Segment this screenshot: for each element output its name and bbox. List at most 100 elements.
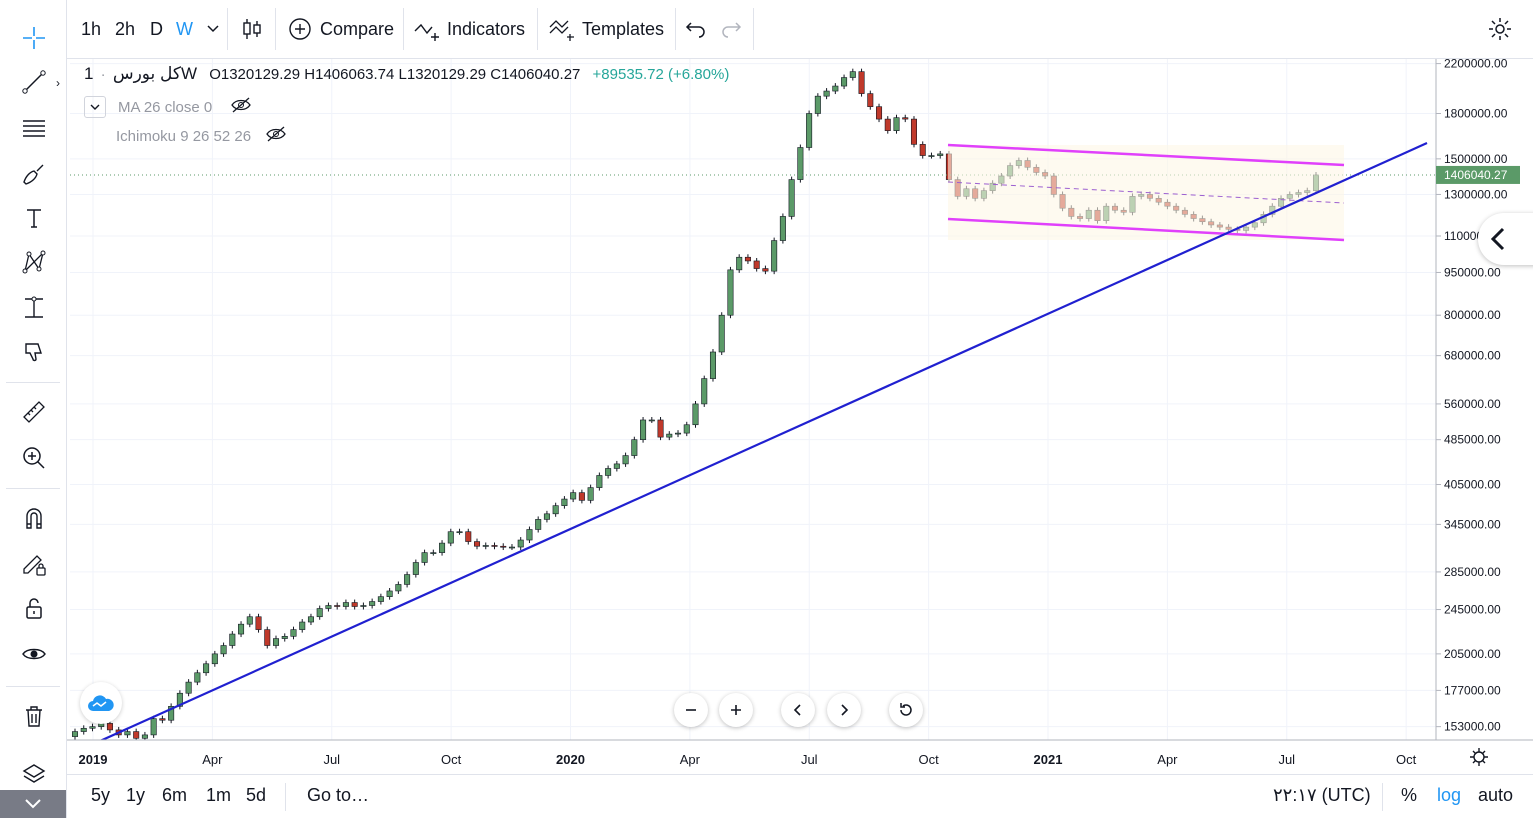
time-label: Oct: [1396, 752, 1417, 767]
candle-body: [203, 663, 210, 674]
indicator-ichimoku-label[interactable]: Ichimoku 9 26 52 26: [116, 127, 252, 145]
interval-d[interactable]: D: [150, 18, 163, 39]
candle-body: [832, 85, 839, 92]
measure-range-icon[interactable]: [12, 290, 56, 326]
brush-icon[interactable]: [12, 156, 56, 192]
candle-body: [701, 378, 708, 405]
candle-body: [902, 117, 909, 120]
right-panel-toggle[interactable]: [1478, 213, 1533, 265]
candle-body: [753, 260, 760, 269]
bottom-toolbar: 5y 1y 6m 1m 5d Go to… ۲۲:۱۷ (UTC) % log …: [67, 774, 1533, 819]
channel-upper-line: [947, 143, 1345, 167]
candle-body: [465, 531, 472, 542]
range-1y[interactable]: 1y: [126, 785, 146, 805]
candle-body: [211, 653, 218, 665]
indicator-row-ichimoku: Ichimoku 9 26 52 26: [116, 126, 287, 146]
zoom-out-button[interactable]: [674, 693, 708, 727]
candle-body: [447, 531, 454, 544]
last-price-badge: [1436, 165, 1520, 184]
text-icon[interactable]: [12, 200, 56, 236]
interval-w[interactable]: W: [176, 18, 193, 39]
price-label: 485000.00: [1444, 433, 1501, 447]
log-scale-button[interactable]: log: [1437, 785, 1462, 805]
trash-icon[interactable]: [12, 698, 56, 734]
eye-hidden-icon[interactable]: [265, 126, 287, 146]
candle-body: [412, 562, 419, 575]
range-5y[interactable]: 5y: [91, 785, 111, 805]
candle-body: [89, 726, 96, 729]
price-label: 1500000.00: [1444, 152, 1508, 166]
candle-body: [744, 256, 751, 262]
magnet-icon[interactable]: [12, 500, 56, 536]
scroll-right-button[interactable]: [827, 693, 861, 727]
trend-line-icon[interactable]: [12, 64, 56, 100]
interval-dropdown-button[interactable]: [207, 8, 219, 50]
undo-icon: [685, 22, 705, 38]
goto-button[interactable]: Go to…: [307, 785, 370, 805]
change-value: +89535.72 (+6.80%): [592, 66, 730, 83]
cloud-icon: [88, 695, 114, 711]
time-axis: 2019 Apr Jul Oct 2020 Apr Jul Oct 2021 Apr Jul Oct: [67, 739, 1533, 774]
plus-icon: [731, 705, 741, 715]
last-price-label: 1406040.27: [1444, 168, 1508, 182]
compare-button[interactable]: Compare: [288, 8, 394, 50]
candle-body: [124, 731, 131, 736]
drawings-layer: [99, 141, 1428, 743]
chevron-left-icon: [1490, 227, 1505, 251]
redo-button[interactable]: [720, 8, 742, 50]
candle-body: [849, 71, 856, 78]
time-label: Jul: [323, 752, 340, 767]
plus-circle-icon: [289, 18, 311, 40]
templates-icon: [549, 20, 574, 41]
candle-body: [264, 629, 271, 646]
candle-body: [622, 455, 629, 465]
layers-icon[interactable]: [12, 756, 56, 792]
indicators-button[interactable]: Indicators: [413, 8, 525, 50]
legend-collapse-button[interactable]: [84, 96, 106, 118]
crosshair-icon[interactable]: [12, 20, 56, 56]
range-6m[interactable]: 6m: [162, 785, 188, 805]
candle-body: [657, 419, 664, 438]
trendline: [99, 141, 1428, 743]
unlock-icon[interactable]: [12, 590, 56, 626]
horizontal-lines-icon[interactable]: [12, 110, 56, 146]
thumbs-down-icon[interactable]: [12, 334, 56, 370]
candle-body: [133, 731, 140, 739]
reset-chart-button[interactable]: [889, 693, 923, 727]
indicator-ma-label[interactable]: MA 26 close 0: [118, 98, 213, 116]
range-5d[interactable]: 5d: [246, 785, 267, 805]
candle-body: [736, 256, 743, 271]
pattern-icon[interactable]: [12, 244, 56, 280]
auto-scale-button[interactable]: auto: [1478, 785, 1514, 805]
minus-icon: [686, 709, 696, 711]
expand-arrow-icon[interactable]: ›: [56, 76, 60, 90]
ruler-icon[interactable]: [12, 394, 56, 430]
settings-button[interactable]: [1487, 8, 1513, 50]
interval-2h[interactable]: 2h: [115, 18, 136, 39]
percent-scale-button[interactable]: %: [1401, 785, 1418, 805]
eye-icon[interactable]: [12, 636, 56, 672]
timezone-button[interactable]: ۲۲:۱۷ (UTC): [1273, 785, 1371, 805]
symbol-name[interactable]: کل بورس: [112, 64, 181, 83]
zoom-in-icon[interactable]: [12, 440, 56, 476]
interval-1h[interactable]: 1h: [81, 18, 102, 39]
candle-body: [290, 629, 297, 637]
eye-hidden-icon[interactable]: [230, 97, 252, 117]
candle-body: [613, 463, 620, 469]
toolbar-collapse-button[interactable]: [0, 790, 66, 818]
undo-button[interactable]: [685, 8, 707, 50]
price-label: 1300000.00: [1444, 187, 1508, 201]
price-label: 560000.00: [1444, 397, 1501, 411]
range-1m[interactable]: 1m: [206, 785, 232, 805]
candle-body: [640, 419, 647, 440]
lock-drawing-icon[interactable]: [12, 546, 56, 582]
redo-icon: [722, 22, 742, 38]
candle-body: [543, 513, 550, 520]
templates-button[interactable]: Templates: [548, 8, 664, 50]
cloud-logo-button[interactable]: [80, 682, 122, 724]
scroll-left-button[interactable]: [781, 693, 815, 727]
zoom-in-button[interactable]: [719, 693, 753, 727]
candle-body: [150, 718, 157, 736]
chart-type-button[interactable]: [241, 8, 263, 50]
